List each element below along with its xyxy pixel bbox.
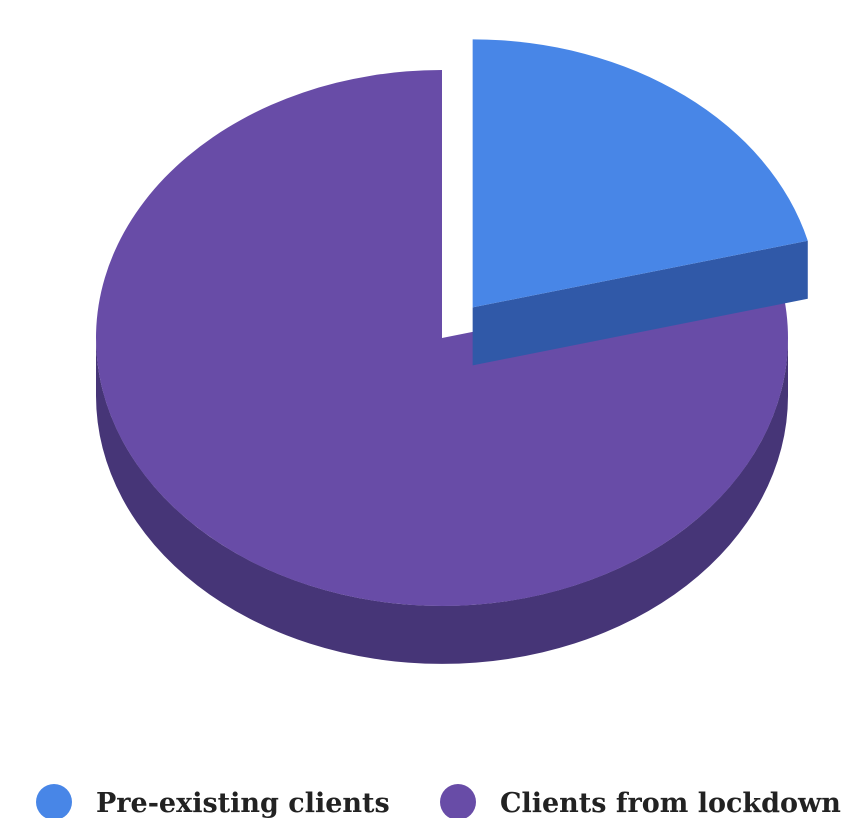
slice-side-1 (96, 338, 788, 664)
legend-swatch-1 (440, 784, 476, 818)
slice-top-0 (472, 39, 808, 308)
pie-slice-1 (95, 70, 789, 664)
legend-swatch-0 (36, 784, 72, 818)
pie-layer (95, 39, 808, 664)
slice-cut-face-0 (472, 240, 808, 366)
slice-top-1 (95, 70, 789, 607)
legend-item-1: Clients from lockdown (440, 784, 841, 818)
legend-label-1: Clients from lockdown (500, 788, 841, 818)
legend: Pre-existing clients Clients from lockdow… (36, 784, 841, 818)
legend-label-0: Pre-existing clients (96, 788, 390, 818)
pie-slice-0 (472, 39, 808, 366)
legend-item-0: Pre-existing clients (36, 784, 390, 818)
